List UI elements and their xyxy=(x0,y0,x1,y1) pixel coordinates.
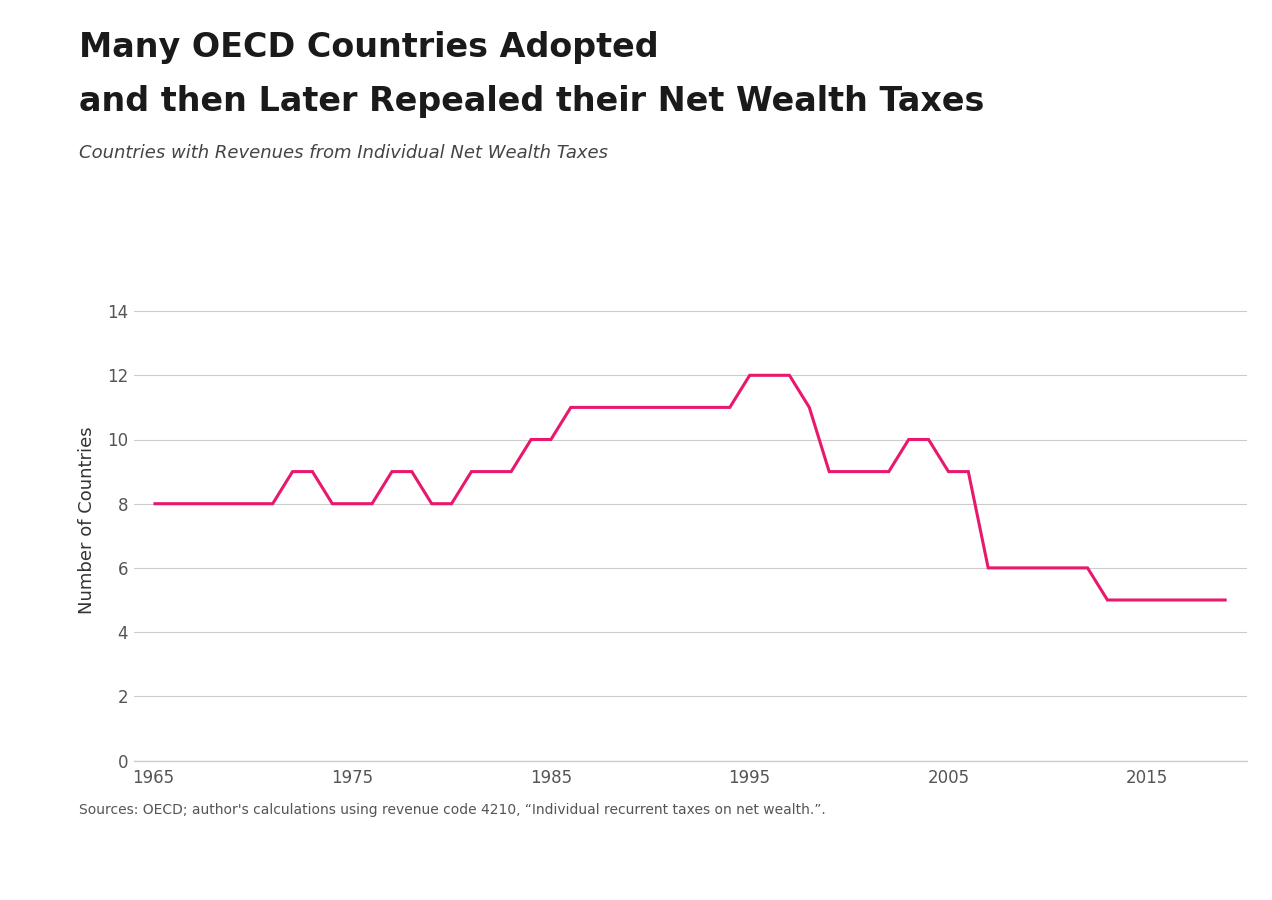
Text: Sources: OECD; author's calculations using revenue code 4210, “Individual recurr: Sources: OECD; author's calculations usi… xyxy=(79,803,826,817)
Text: @TaxFoundation: @TaxFoundation xyxy=(1102,860,1249,878)
Y-axis label: Number of Countries: Number of Countries xyxy=(78,426,95,614)
Text: Many OECD Countries Adopted: Many OECD Countries Adopted xyxy=(79,32,659,65)
Text: and then Later Repealed their Net Wealth Taxes: and then Later Repealed their Net Wealth… xyxy=(79,86,985,119)
Text: Countries with Revenues from Individual Net Wealth Taxes: Countries with Revenues from Individual … xyxy=(79,144,608,162)
Text: TAX FOUNDATION: TAX FOUNDATION xyxy=(23,860,202,878)
